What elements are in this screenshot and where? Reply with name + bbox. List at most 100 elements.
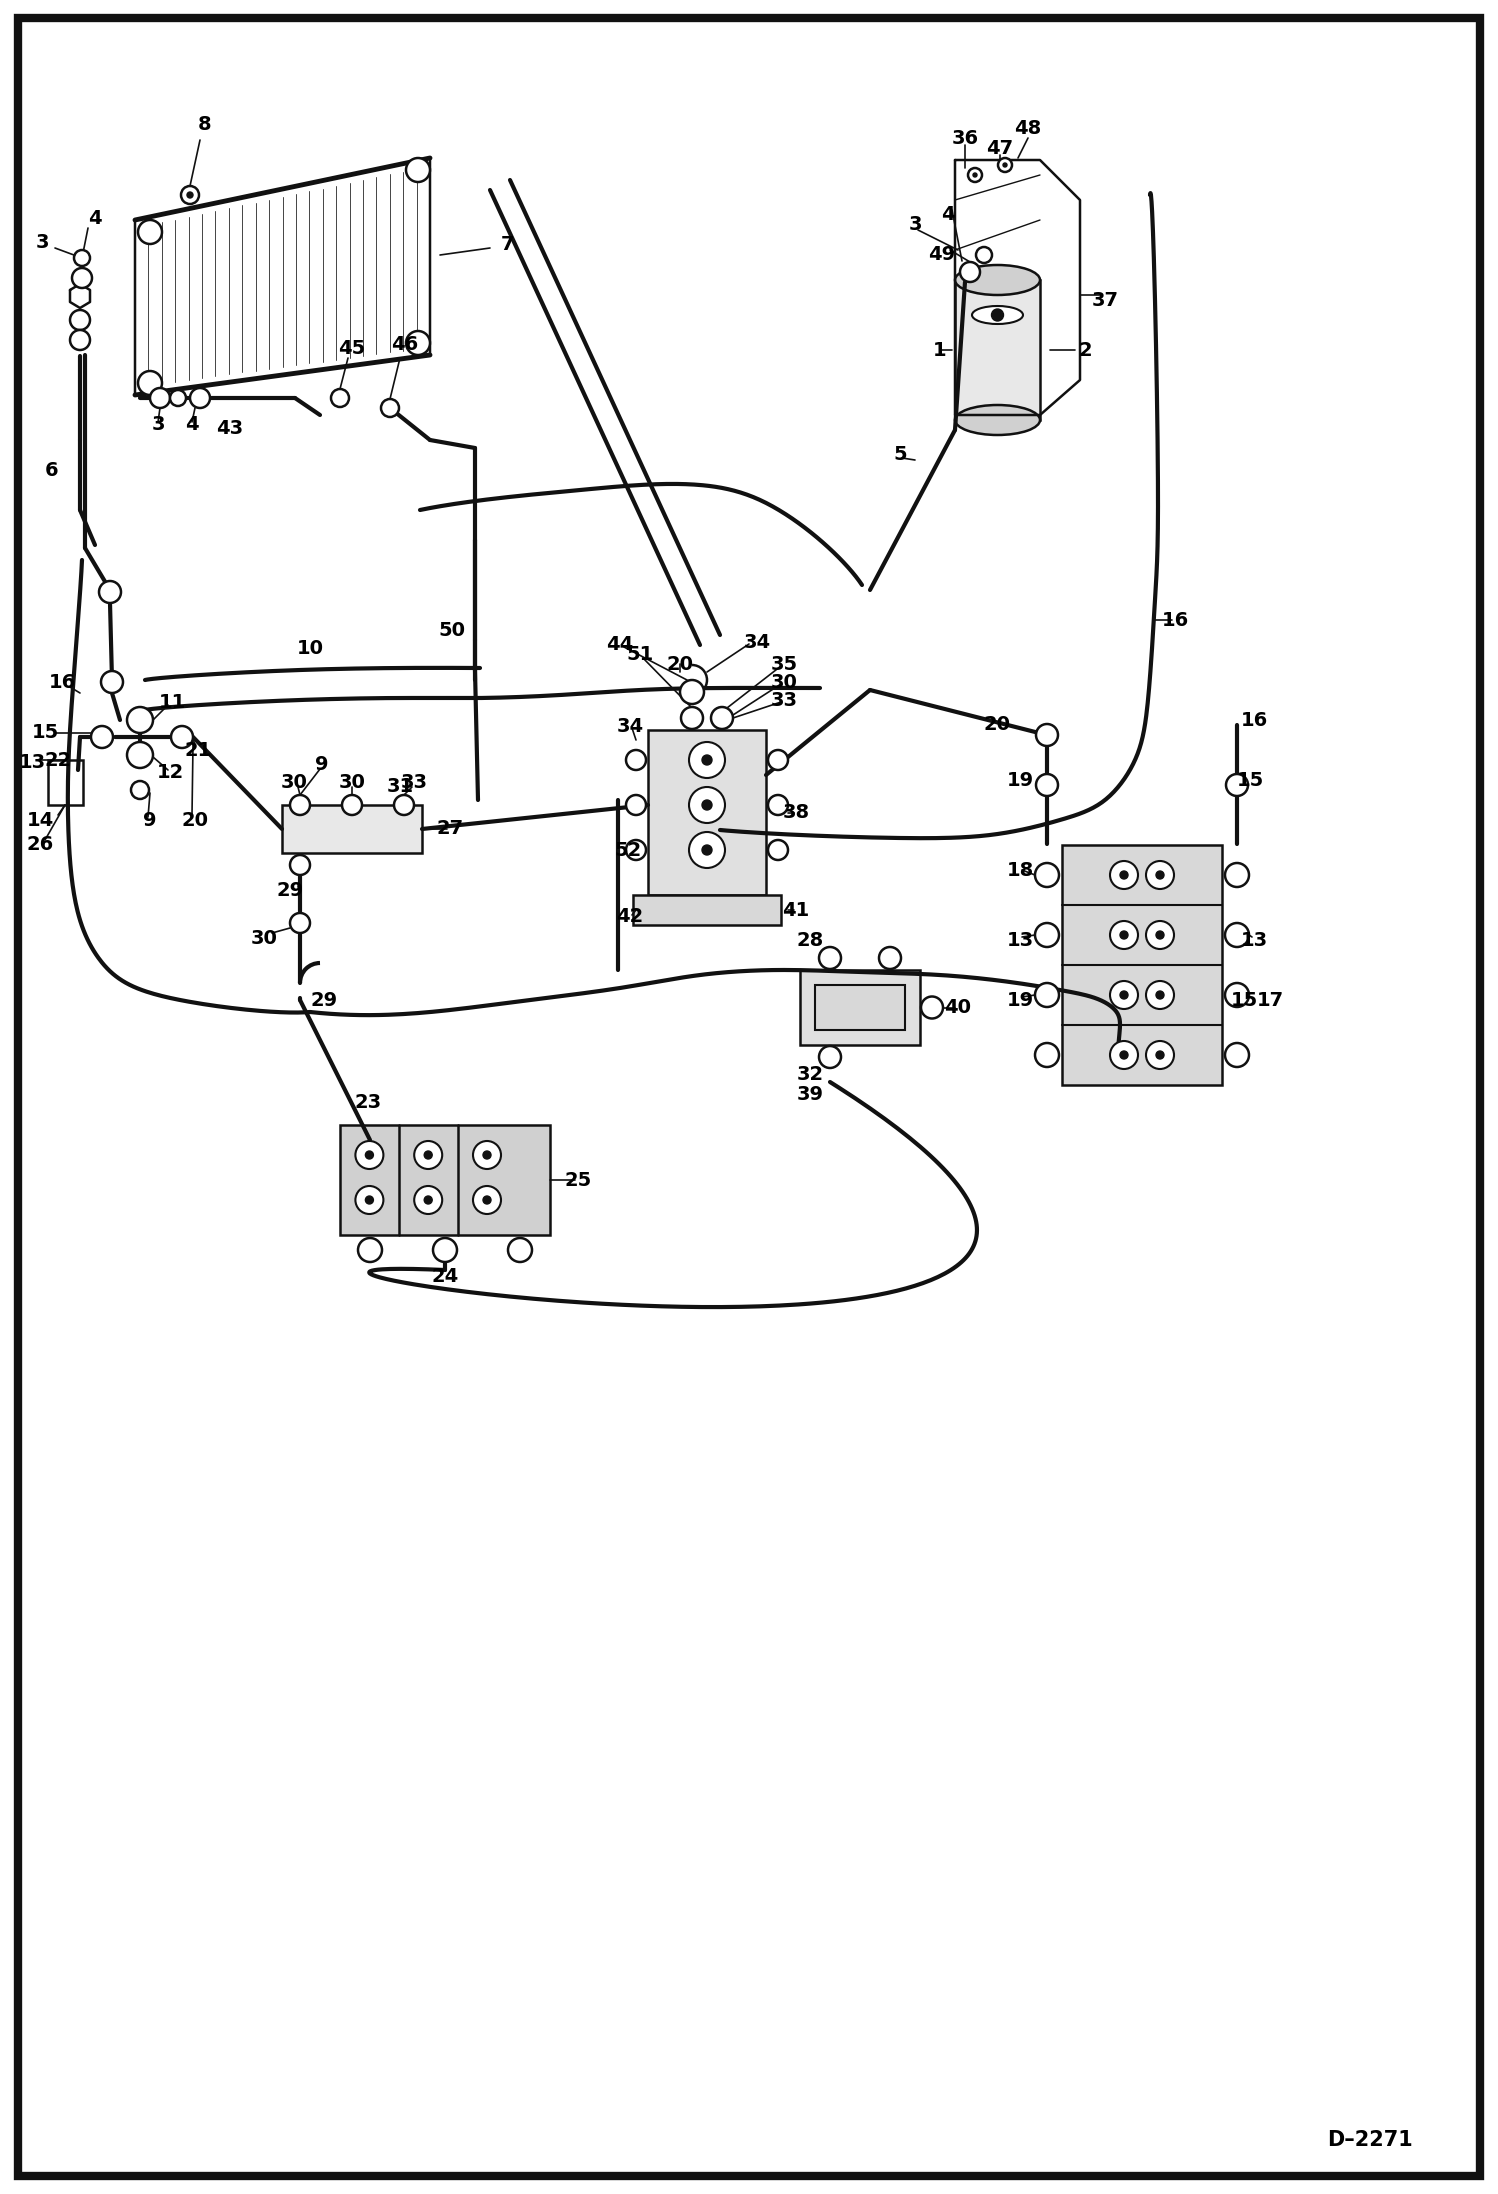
Circle shape <box>626 840 646 860</box>
Circle shape <box>1037 774 1058 796</box>
Text: 3: 3 <box>151 415 165 434</box>
Bar <box>340 1126 550 1235</box>
Circle shape <box>1035 924 1059 948</box>
Text: 8: 8 <box>198 116 211 134</box>
Circle shape <box>1225 862 1249 886</box>
Text: 29: 29 <box>310 992 337 1011</box>
Circle shape <box>1121 871 1128 880</box>
Text: 40: 40 <box>945 998 972 1018</box>
Circle shape <box>138 371 162 395</box>
Bar <box>956 281 1040 419</box>
Circle shape <box>394 794 413 814</box>
Circle shape <box>703 755 712 766</box>
Text: 41: 41 <box>782 900 809 919</box>
Circle shape <box>1146 981 1174 1009</box>
Text: 6: 6 <box>45 461 58 480</box>
Text: 51: 51 <box>626 645 653 665</box>
Text: 30: 30 <box>339 774 366 792</box>
Circle shape <box>689 832 725 869</box>
Circle shape <box>73 250 90 265</box>
Text: 47: 47 <box>987 138 1014 158</box>
Text: 4: 4 <box>88 208 102 228</box>
Text: 29: 29 <box>277 882 304 900</box>
Circle shape <box>187 193 193 197</box>
Text: 15: 15 <box>31 724 58 742</box>
Text: 30: 30 <box>770 674 797 691</box>
Circle shape <box>473 1187 500 1213</box>
Text: 13: 13 <box>1007 930 1034 950</box>
Bar <box>1062 845 1222 1086</box>
Circle shape <box>1156 992 1164 998</box>
Text: 4: 4 <box>941 206 954 224</box>
Text: 24: 24 <box>431 1268 458 1286</box>
Circle shape <box>415 1187 442 1213</box>
Text: 36: 36 <box>951 129 978 147</box>
Text: 20: 20 <box>181 810 208 829</box>
Text: 38: 38 <box>782 803 809 823</box>
Circle shape <box>291 913 310 932</box>
Circle shape <box>366 1196 373 1205</box>
Circle shape <box>190 388 210 408</box>
Circle shape <box>968 169 983 182</box>
Text: 20: 20 <box>667 656 694 674</box>
Circle shape <box>768 840 788 860</box>
Circle shape <box>1037 724 1058 746</box>
Text: 33: 33 <box>770 691 797 709</box>
Circle shape <box>1035 862 1059 886</box>
Text: 21: 21 <box>184 742 211 761</box>
Circle shape <box>879 948 900 970</box>
Circle shape <box>355 1187 383 1213</box>
Text: 7: 7 <box>502 235 515 255</box>
Text: 1: 1 <box>933 340 947 360</box>
Circle shape <box>91 726 112 748</box>
Circle shape <box>150 388 169 408</box>
Text: 10: 10 <box>297 638 324 658</box>
Circle shape <box>130 781 148 799</box>
Text: 45: 45 <box>339 338 366 358</box>
Circle shape <box>482 1196 491 1205</box>
Circle shape <box>1035 1042 1059 1066</box>
Bar <box>634 895 780 926</box>
Ellipse shape <box>972 305 1023 325</box>
Circle shape <box>482 1152 491 1158</box>
Bar <box>282 805 422 853</box>
Text: 42: 42 <box>616 908 644 926</box>
Circle shape <box>768 794 788 814</box>
Circle shape <box>70 309 90 329</box>
Text: 11: 11 <box>159 693 186 713</box>
Circle shape <box>1146 921 1174 950</box>
Text: 18: 18 <box>1007 860 1034 880</box>
Text: 44: 44 <box>607 636 634 654</box>
Text: 48: 48 <box>1014 118 1041 138</box>
Circle shape <box>424 1196 433 1205</box>
Circle shape <box>424 1152 433 1158</box>
Circle shape <box>1110 860 1138 889</box>
Circle shape <box>689 742 725 779</box>
Circle shape <box>99 581 121 603</box>
Text: 34: 34 <box>743 632 770 652</box>
Circle shape <box>169 391 186 406</box>
Text: 4: 4 <box>186 415 199 434</box>
Text: 28: 28 <box>797 930 824 950</box>
Text: 30: 30 <box>280 774 307 792</box>
Circle shape <box>127 742 153 768</box>
Circle shape <box>974 173 977 178</box>
Text: 31: 31 <box>386 777 413 796</box>
Text: 15: 15 <box>1236 770 1264 790</box>
Text: D–2271: D–2271 <box>1327 2130 1413 2150</box>
Ellipse shape <box>956 406 1040 434</box>
Circle shape <box>433 1237 457 1262</box>
Circle shape <box>977 248 992 263</box>
Circle shape <box>1121 1051 1128 1060</box>
Text: 30: 30 <box>250 928 277 948</box>
Text: 34: 34 <box>617 717 644 735</box>
Text: 32: 32 <box>797 1066 824 1084</box>
Circle shape <box>703 845 712 856</box>
Circle shape <box>127 706 153 733</box>
Circle shape <box>626 750 646 770</box>
Circle shape <box>819 948 840 970</box>
Text: 35: 35 <box>770 654 797 674</box>
Text: 49: 49 <box>929 246 956 265</box>
Text: 20: 20 <box>984 715 1011 735</box>
Text: 14: 14 <box>27 810 54 829</box>
